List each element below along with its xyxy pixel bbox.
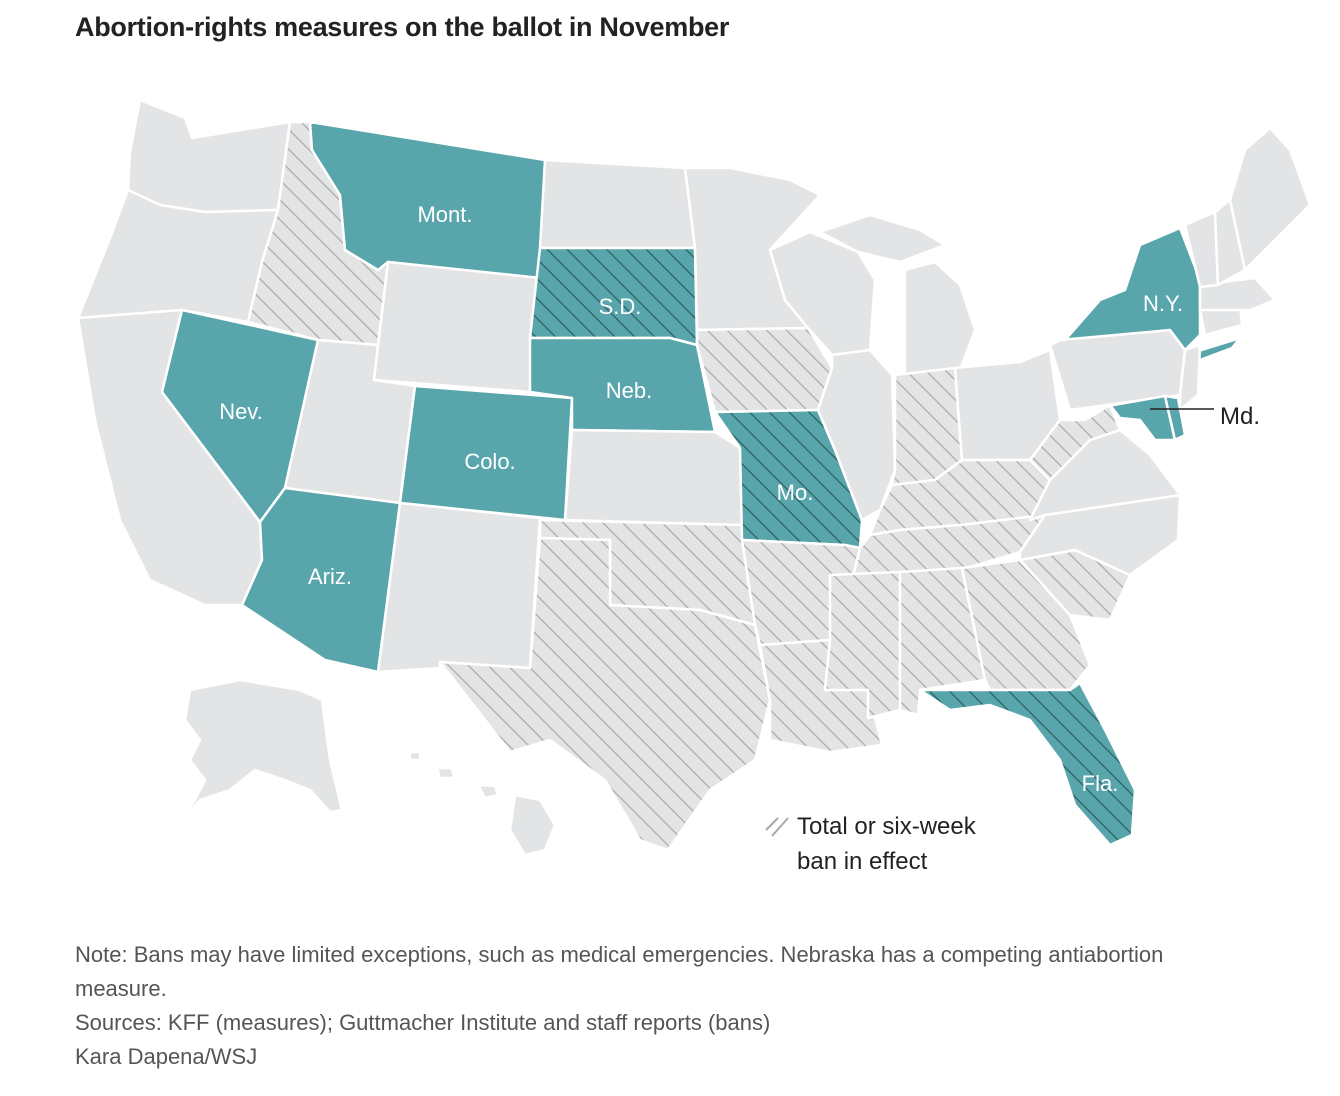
state-illinois (816, 348, 897, 522)
state-colorado (398, 384, 574, 522)
us-map (76, 98, 1312, 857)
state-new-mexico (376, 501, 542, 674)
state-kansas (563, 428, 744, 527)
state-wyoming (372, 260, 542, 394)
state-michigan (903, 260, 977, 377)
state-texas (438, 536, 772, 852)
state-new-jersey (1178, 343, 1202, 412)
state-washington (126, 98, 292, 214)
state-south-dakota (528, 246, 699, 347)
state-maine (1228, 126, 1312, 272)
state-iowa (695, 326, 834, 414)
credit-text: Kara Dapena/WSJ (75, 1044, 258, 1069)
state-delaware (1163, 394, 1187, 442)
state-oregon (76, 188, 280, 324)
state-alaska (174, 678, 344, 828)
sources-text: Sources: KFF (measures); Guttmacher Inst… (75, 1010, 771, 1035)
note-text: Note: Bans may have limited exceptions, … (75, 942, 1164, 1001)
state-west-virginia (1028, 403, 1122, 482)
state-arizona (240, 486, 402, 674)
state-michigan-up (818, 213, 947, 264)
state-hawaii-big-island (508, 793, 557, 857)
state-hawaii-maui (476, 783, 500, 800)
state-hawaii-oahu (435, 766, 456, 780)
state-florida (918, 681, 1137, 847)
footer: Note: Bans may have limited exceptions, … (75, 938, 1255, 1074)
state-hawaii-kauai (408, 750, 422, 762)
state-north-dakota (538, 158, 697, 250)
chart-title: Abortion-rights measures on the ballot i… (75, 12, 730, 42)
state-new-york (1058, 226, 1202, 352)
state-long-island (1193, 336, 1242, 362)
